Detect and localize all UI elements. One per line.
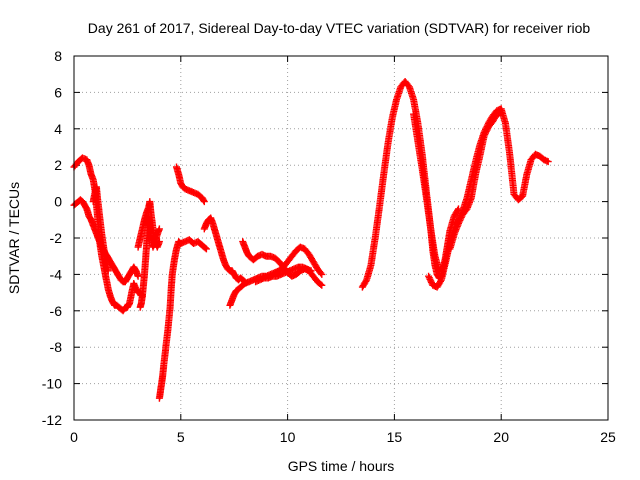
- data-point: [317, 280, 325, 288]
- y-tick-label: -6: [50, 303, 63, 319]
- data-point: [104, 267, 112, 275]
- y-tick-label: 0: [54, 194, 62, 210]
- x-tick-label: 5: [177, 429, 185, 445]
- y-axis-label: SDTVAR / TECUs: [6, 182, 22, 294]
- data-point: [155, 238, 163, 246]
- data-point: [544, 158, 552, 166]
- data-points: [70, 78, 552, 402]
- series-arc-1: [70, 154, 146, 315]
- x-axis-label: GPS time / hours: [288, 458, 395, 474]
- data-point: [317, 269, 325, 277]
- series-arc-8: [200, 214, 249, 286]
- x-tick-label: 15: [387, 429, 403, 445]
- data-point: [201, 244, 209, 252]
- y-tick-label: -8: [50, 339, 63, 355]
- x-tick-labels: 0 5 10 15 20 25: [70, 429, 616, 445]
- plot-frame: [73, 55, 609, 421]
- data-point: [497, 108, 505, 116]
- series-arc-11: [252, 263, 315, 286]
- data-point: [307, 267, 315, 275]
- data-point: [134, 272, 142, 280]
- x-tick-label: 10: [280, 429, 296, 445]
- y-tick-label: -2: [50, 230, 63, 246]
- chart-title: Day 261 of 2017, Sidereal Day-to-day VTE…: [88, 20, 591, 36]
- x-tick-label: 20: [493, 429, 509, 445]
- data-point: [318, 270, 326, 278]
- x-tick-label: 0: [70, 429, 78, 445]
- y-tick-label: -4: [50, 266, 63, 282]
- data-point: [318, 281, 326, 289]
- y-tick-label: 6: [54, 84, 62, 100]
- data-point: [202, 245, 210, 253]
- data-point: [362, 277, 370, 285]
- data-point: [155, 225, 163, 233]
- y-tick-label: -12: [42, 412, 62, 428]
- series-arc-3: [89, 183, 112, 275]
- y-tick-label: -10: [42, 376, 62, 392]
- series-arc-5: [134, 198, 163, 251]
- data-point: [437, 277, 444, 285]
- series-arc-13: [410, 110, 462, 282]
- y-tick-labels: -12 -10 -8 -6 -4 -2 0 2 4 6 8: [42, 48, 62, 428]
- series-arc-15: [446, 108, 505, 253]
- series-arc-6: [155, 236, 210, 402]
- x-tick-label: 25: [600, 429, 616, 445]
- y-tick-label: 8: [54, 48, 62, 64]
- series-arc-12: [358, 78, 443, 291]
- data-point: [200, 198, 208, 206]
- series-arc-7: [173, 163, 208, 206]
- y-tick-label: 4: [54, 121, 62, 137]
- y-tick-label: 2: [54, 157, 62, 173]
